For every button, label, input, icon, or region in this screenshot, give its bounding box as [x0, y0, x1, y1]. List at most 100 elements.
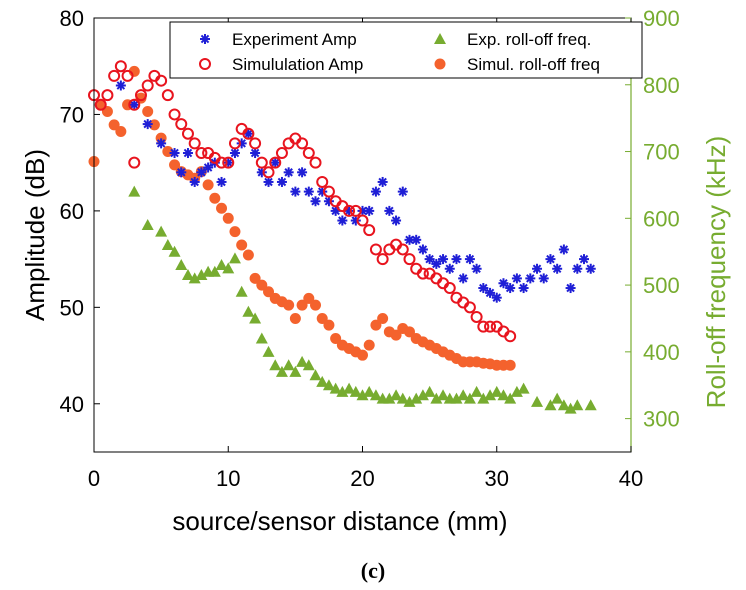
exp-rolloff-point — [322, 379, 335, 391]
exp-rolloff-point — [544, 399, 557, 411]
legend-symbol — [434, 58, 446, 70]
exp-rolloff-point — [222, 262, 235, 274]
sim-rolloff-point — [242, 249, 254, 261]
y-tick-label: 50 — [60, 295, 84, 320]
exp-rolloff-point — [316, 375, 329, 387]
sim-rolloff-point — [115, 126, 127, 138]
sim-rolloff-point — [236, 239, 248, 251]
y-right-tick-label: 500 — [643, 273, 680, 298]
y-tick-label: 60 — [60, 199, 84, 224]
exp-amp-point — [196, 167, 207, 178]
x-tick-label: 20 — [350, 466, 374, 491]
sim-amp-point — [269, 156, 282, 169]
exp-rolloff-point — [584, 399, 597, 411]
exp-rolloff-point — [262, 345, 275, 357]
exp-rolloff-point — [416, 389, 429, 401]
exp-rolloff-point — [510, 385, 523, 397]
exp-rolloff-point — [188, 272, 201, 284]
y-right-tick-label: 900 — [643, 6, 680, 31]
exp-amp-point — [250, 148, 261, 159]
exp-rolloff-point — [181, 269, 194, 281]
sim-amp-point — [363, 224, 376, 237]
exp-amp-point — [438, 254, 449, 265]
sim-amp-point — [128, 98, 141, 111]
exp-amp-point — [511, 273, 522, 284]
sim-amp-point — [215, 156, 228, 169]
sim-amp-point — [403, 253, 416, 266]
exp-rolloff-point — [255, 332, 268, 344]
exp-amp-point — [377, 176, 388, 187]
sim-amp-point — [255, 156, 268, 169]
exp-amp-point — [397, 186, 408, 197]
exp-amp-point — [370, 186, 381, 197]
sim-amp-point — [309, 156, 322, 169]
exp-rolloff-point — [551, 392, 564, 404]
exp-rolloff-point — [437, 389, 450, 401]
exp-amp-point — [310, 196, 321, 207]
exp-amp-point — [485, 287, 496, 298]
x-axis-title: source/sensor distance (mm) — [172, 506, 507, 536]
sim-amp-point — [396, 243, 409, 256]
sim-amp-point — [249, 137, 262, 150]
legend-label-exp-amp: Experiment Amp — [232, 30, 357, 49]
sim-amp-point — [316, 175, 329, 188]
sim-amp-point — [161, 89, 174, 102]
sim-rolloff-point — [148, 119, 160, 131]
exp-amp-point — [552, 263, 563, 274]
exp-rolloff-point — [463, 392, 476, 404]
sim-amp-point — [416, 267, 429, 280]
exp-amp-point — [558, 244, 569, 255]
sim-rolloff-point — [504, 359, 516, 371]
exp-amp-point — [471, 263, 482, 274]
exp-rolloff-point — [484, 389, 497, 401]
exp-rolloff-point — [470, 385, 483, 397]
legend-symbol — [434, 33, 446, 44]
x-tick-label: 10 — [216, 466, 240, 491]
sim-rolloff-point — [108, 119, 120, 131]
exp-rolloff-point — [235, 285, 248, 297]
sim-amp-point — [343, 204, 356, 217]
exp-rolloff-point — [175, 259, 188, 271]
exp-amp-point — [431, 258, 442, 269]
sim-rolloff-point — [303, 292, 315, 304]
legend-label-sim-rolloff: Simul. roll-off freq — [467, 55, 600, 74]
exp-amp-point — [203, 162, 214, 173]
sim-rolloff-point — [216, 202, 228, 214]
exp-rolloff-point — [517, 382, 530, 394]
exp-rolloff-point — [349, 385, 362, 397]
sim-amp-point — [322, 185, 335, 198]
exp-rolloff-point — [141, 218, 154, 230]
legend-marker-exp-rolloff — [434, 33, 446, 44]
exp-amp-point — [263, 176, 274, 187]
exp-amp-point — [216, 176, 227, 187]
legend: Experiment Amp Simululation Amp Exp. rol… — [169, 21, 643, 79]
exp-amp-point — [169, 148, 180, 159]
sim-amp-point — [121, 69, 134, 82]
exp-amp-point — [129, 99, 140, 110]
exp-rolloff-point — [168, 245, 181, 257]
exp-rolloff-point — [450, 392, 463, 404]
exp-rolloff-point — [403, 395, 416, 407]
sim-rolloff-point — [357, 349, 368, 361]
sim-amp-point — [222, 156, 235, 169]
sim-amp-point — [504, 330, 517, 343]
legend-label-exp-rolloff: Exp. roll-off freq. — [467, 30, 591, 49]
sim-amp-point — [108, 69, 121, 82]
x-tick-label: 0 — [88, 466, 100, 491]
exp-amp-point — [283, 167, 294, 178]
sim-amp-point — [228, 137, 241, 150]
exp-rolloff-point — [369, 389, 382, 401]
exp-amp-point — [337, 215, 348, 226]
series-exp-amp — [115, 80, 596, 303]
sim-rolloff-point — [330, 332, 342, 344]
exp-amp-point — [115, 80, 126, 91]
legend-symbol — [199, 58, 211, 70]
series-sim-amp — [88, 60, 517, 343]
exp-rolloff-point — [564, 402, 577, 414]
exp-rolloff-point — [477, 392, 490, 404]
sim-amp-point — [369, 243, 382, 256]
exp-amp-point — [189, 176, 200, 187]
exp-amp-point — [532, 263, 543, 274]
sim-amp-point — [155, 74, 168, 87]
